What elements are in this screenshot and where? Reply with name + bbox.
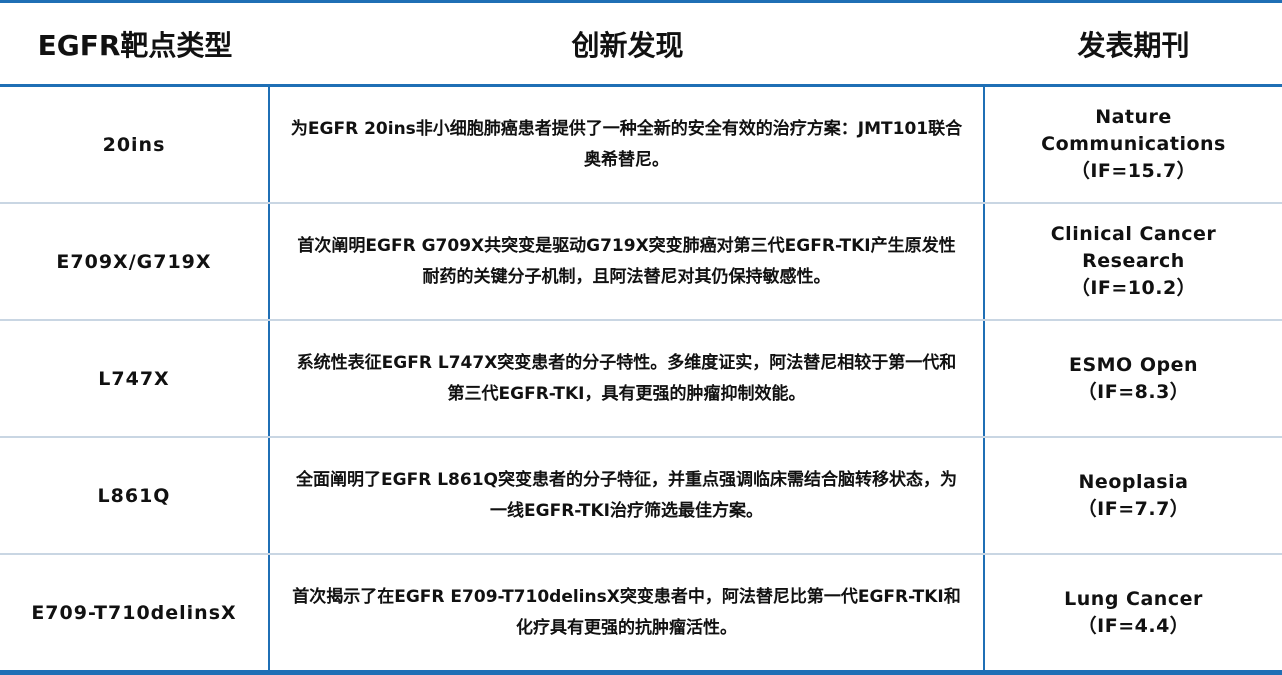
target-cell: L861Q xyxy=(0,438,270,553)
journal-name: Lung Cancer xyxy=(1064,587,1203,610)
finding-cell: 全面阐明了EGFR L861Q突变患者的分子特征，并重点强调临床需结合脑转移状态… xyxy=(270,438,985,553)
target-cell: E709X/G719X xyxy=(0,204,270,319)
journal-name: Clinical Cancer Research xyxy=(1050,223,1217,272)
header-cell: 创新发现 xyxy=(571,28,684,62)
journal-name: ESMO Open xyxy=(1068,353,1198,376)
impact-factor: （IF=4.4） xyxy=(1077,614,1190,637)
table-row: E709-T710delinsX 首次揭示了在EGFR E709-T710deli… xyxy=(0,555,1282,675)
header-cell: EGFR靶点类型 xyxy=(37,28,233,62)
impact-factor: （IF=15.7） xyxy=(1070,160,1197,182)
table-row: L861Q 全面阐明了EGFR L861Q突变患者的分子特征，并重点强调临床需结合… xyxy=(0,438,1282,555)
journal-cell: ESMO Open （IF=8.3） xyxy=(985,321,1282,436)
target-cell: E709-T710delinsX xyxy=(0,555,270,670)
header-row: EGFR靶点类型 创新发现 发表期刊 xyxy=(0,3,1282,87)
journal-cell: Lung Cancer （IF=4.4） xyxy=(985,555,1282,670)
finding-cell: 首次阐明EGFR G709X共突变是驱动G719X突变肺癌对第三代EGFR-TK… xyxy=(270,204,985,319)
target-cell: L747X xyxy=(0,321,270,436)
journal-name: Neoplasia xyxy=(1078,470,1189,493)
target-cell: 20ins xyxy=(0,87,270,202)
table-row: L747X 系统性表征EGFR L747X突变患者的分子特性。多维度证实，阿法替尼… xyxy=(0,321,1282,438)
header-cell: 发表期刊 xyxy=(1077,28,1190,62)
finding-cell: 首次揭示了在EGFR E709-T710delinsX突变患者中，阿法替尼比第一… xyxy=(270,555,985,670)
table-body: 20ins 为EGFR 20ins非小细胞肺癌患者提供了一种全新的安全有效的治疗方… xyxy=(0,87,1282,675)
journal-cell: Clinical Cancer Research （IF=10.2） xyxy=(985,204,1282,319)
impact-factor: （IF=10.2） xyxy=(1070,277,1197,299)
table-row: E709X/G719X 首次阐明EGFR G709X共突变是驱动G719X突变肺癌… xyxy=(0,204,1282,321)
finding-cell: 系统性表征EGFR L747X突变患者的分子特性。多维度证实，阿法替尼相较于第一… xyxy=(270,321,985,436)
finding-cell: 为EGFR 20ins非小细胞肺癌患者提供了一种全新的安全有效的治疗方案：JMT… xyxy=(270,87,985,202)
journal-name: Nature Communications xyxy=(1041,106,1226,155)
journal-cell: Neoplasia （IF=7.7） xyxy=(985,438,1282,553)
impact-factor: （IF=7.7） xyxy=(1077,497,1190,520)
journal-cell: Nature Communications （IF=15.7） xyxy=(985,87,1282,202)
impact-factor: （IF=8.3） xyxy=(1077,380,1190,403)
table-row: 20ins 为EGFR 20ins非小细胞肺癌患者提供了一种全新的安全有效的治疗方… xyxy=(0,87,1282,204)
